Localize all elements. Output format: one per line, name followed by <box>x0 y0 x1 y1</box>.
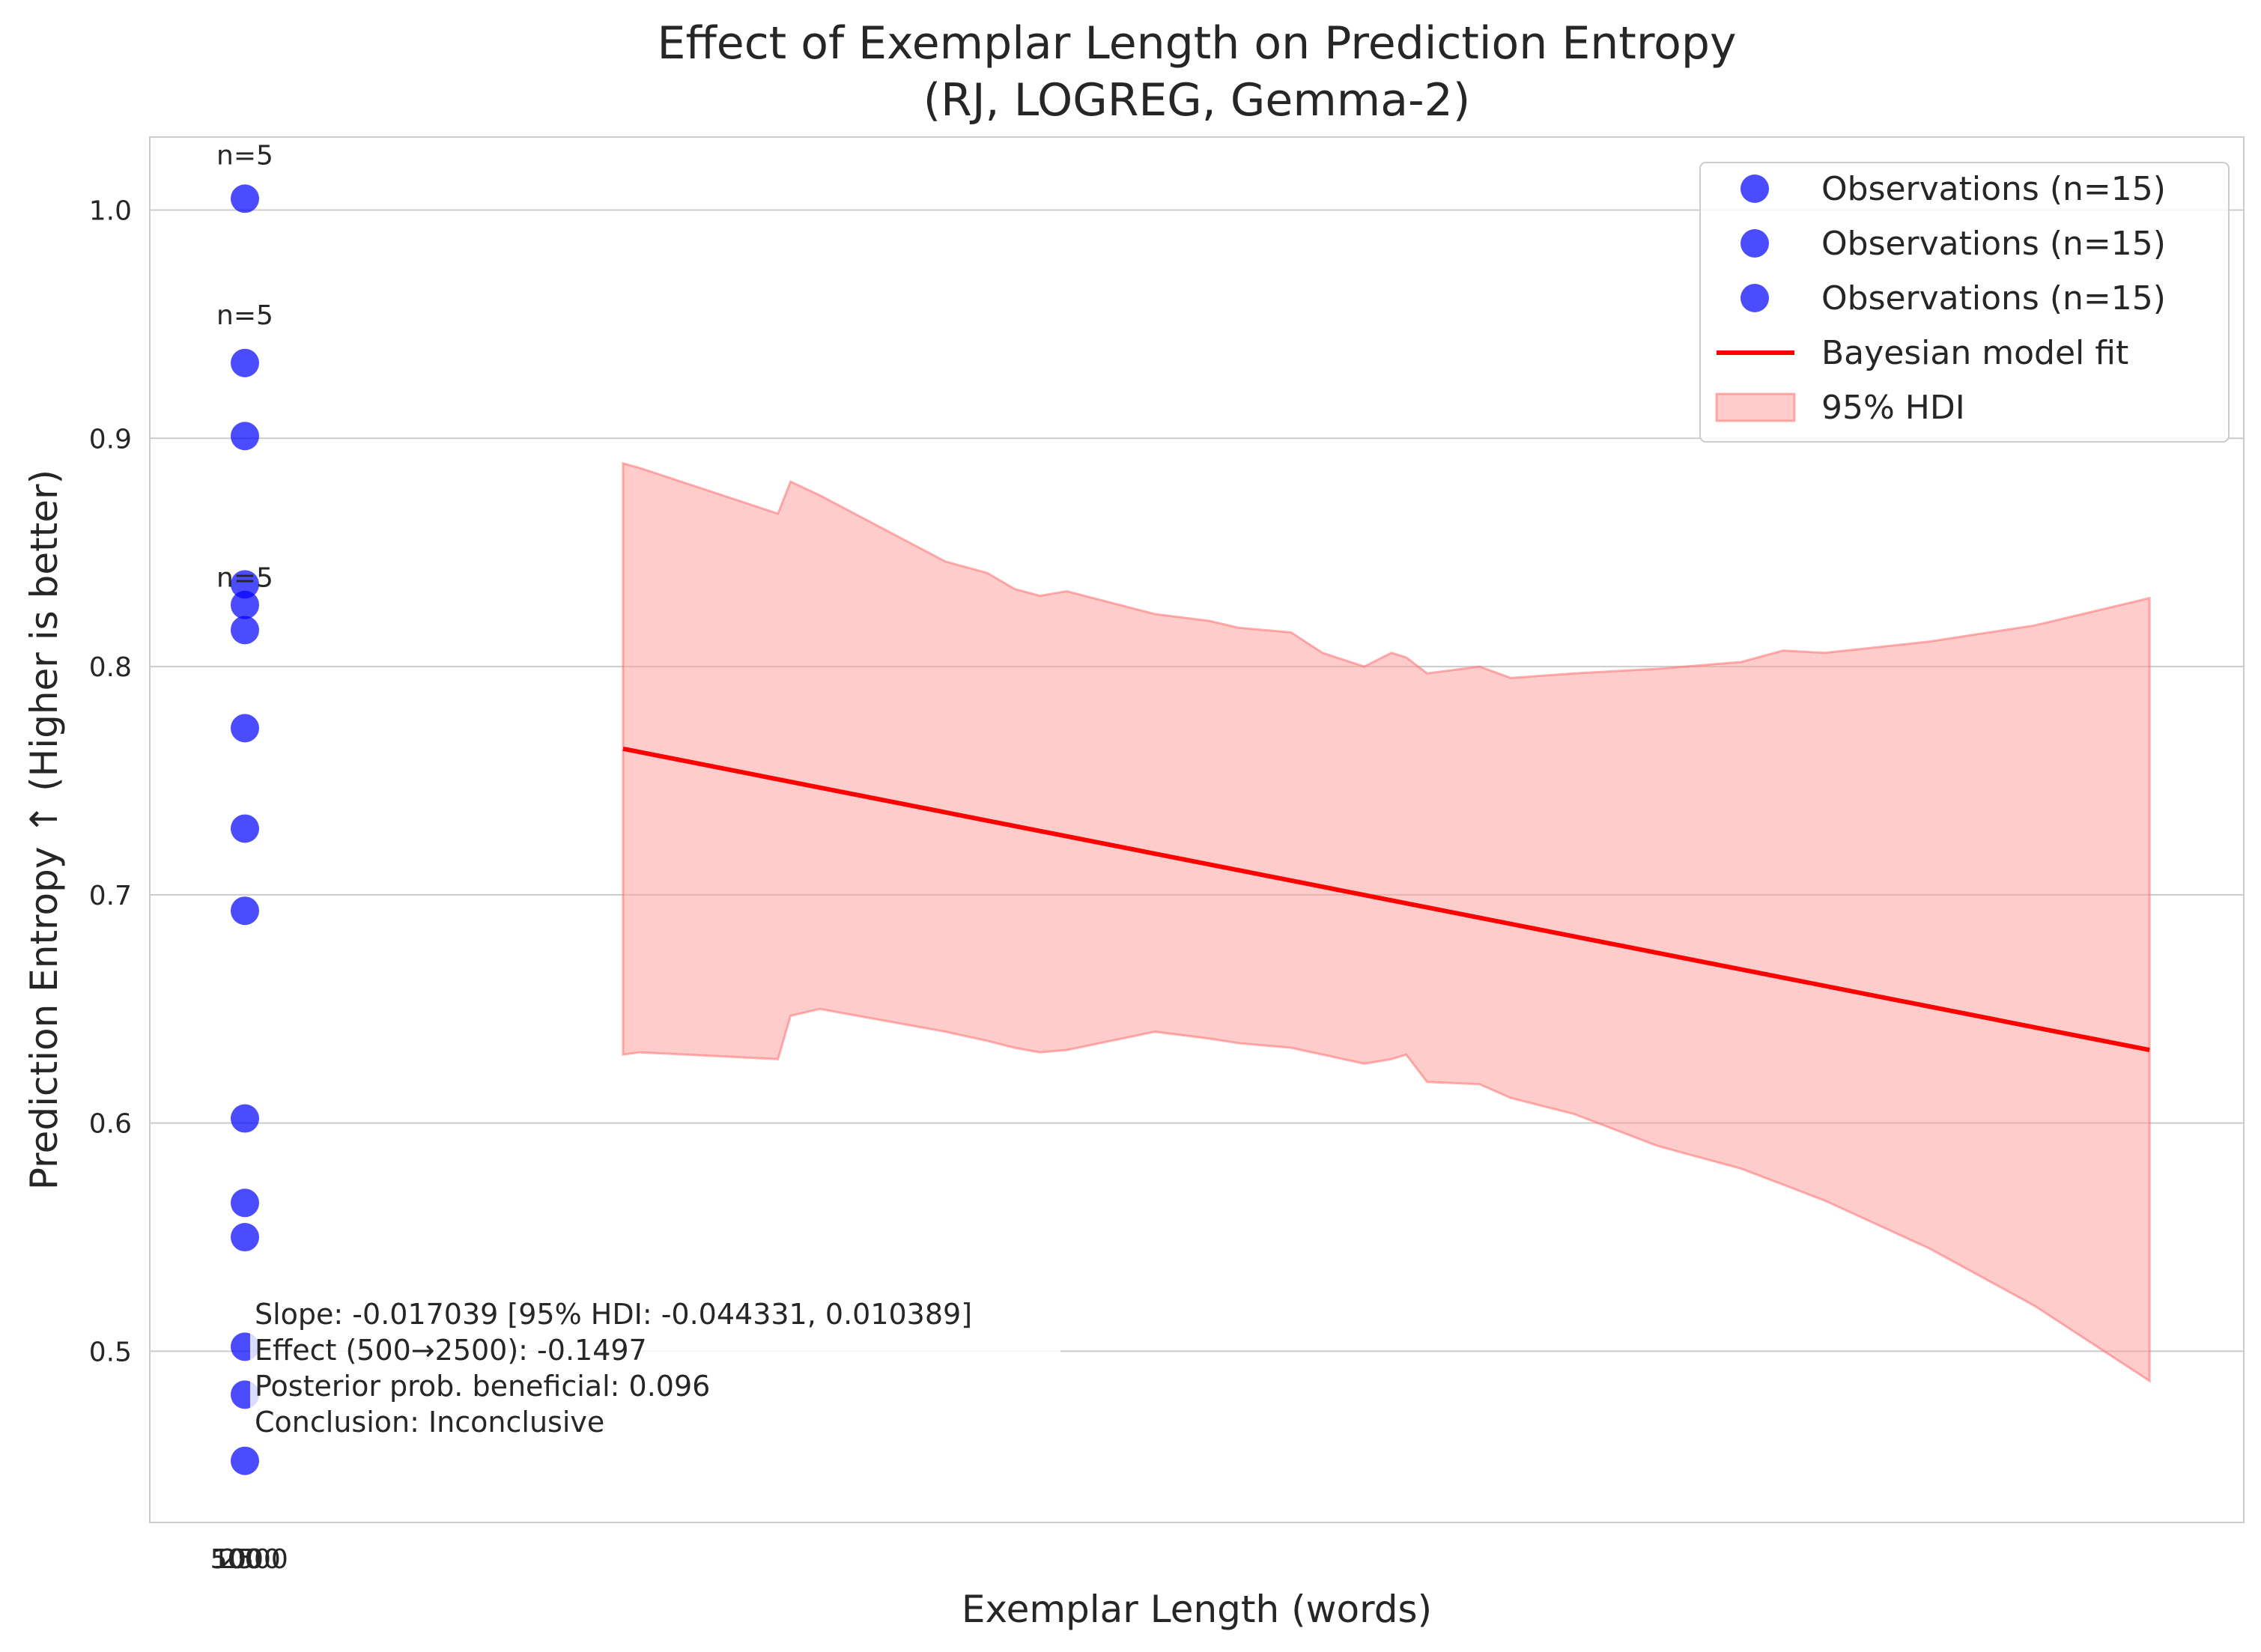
y-tick-label: 1.0 <box>89 196 132 227</box>
data-point <box>231 1104 259 1133</box>
annotation-line: Conclusion: Inconclusive <box>255 1406 604 1439</box>
y-tick-label: 0.8 <box>89 652 132 683</box>
legend-point-marker <box>1740 229 1769 258</box>
hdi-band <box>622 461 2151 1383</box>
legend-label: 95% HDI <box>1821 389 1965 427</box>
x-tick-label: 1000 <box>212 1544 281 1575</box>
data-point <box>231 814 259 843</box>
data-point <box>231 184 259 213</box>
x-tick-label: 2500 <box>219 1544 288 1575</box>
annotation-line: Effect (500→2500): -0.1497 <box>255 1334 647 1367</box>
legend-point-marker <box>1740 284 1769 312</box>
annotation-line: Slope: -0.017039 [95% HDI: -0.044331, 0.… <box>255 1298 972 1331</box>
data-point <box>231 1188 259 1218</box>
x-axis-label: Exemplar Length (words) <box>962 1588 1432 1631</box>
legend-label: Observations (n=15) <box>1821 225 2166 263</box>
chart-title: Effect of Exemplar Length on Prediction … <box>658 17 1737 70</box>
y-tick-label: 0.5 <box>89 1337 132 1367</box>
y-tick-label: 0.6 <box>89 1109 132 1140</box>
data-point <box>231 348 259 377</box>
points-group <box>231 184 259 1475</box>
group-count-label: n=5 <box>216 300 273 331</box>
data-point <box>231 1446 259 1475</box>
data-point <box>231 616 259 645</box>
data-point <box>231 570 259 599</box>
annotation-line: Posterior prob. beneficial: 0.096 <box>255 1370 710 1403</box>
legend-label: Observations (n=15) <box>1821 170 2166 208</box>
legend-band-marker <box>1715 392 1796 422</box>
legend-frame <box>1699 162 2230 443</box>
group-labels: n=5 n=5 n=5 <box>216 141 273 594</box>
y-tick-label: 0.9 <box>89 424 132 455</box>
y-axis-label: Prediction Entropy ↑ (Higher is better) <box>22 470 66 1190</box>
x-tick-label: 500 <box>210 1544 262 1575</box>
y-ticks: 0.5 0.6 0.7 0.8 0.9 1.0 <box>89 196 132 1368</box>
data-point <box>231 896 259 926</box>
y-tick-label: 0.7 <box>89 881 132 911</box>
hdi-band-group <box>622 461 2151 1383</box>
data-point <box>231 422 259 451</box>
legend-label: Bayesian model fit <box>1821 334 2128 372</box>
data-point <box>231 590 259 619</box>
stats-annotation: Slope: -0.017039 [95% HDI: -0.044331, 0.… <box>250 1296 1060 1444</box>
group-count-label: n=5 <box>216 562 273 593</box>
group-count-label: n=5 <box>216 141 273 171</box>
legend-point-marker <box>1740 174 1769 203</box>
fit-line <box>622 746 2150 1053</box>
data-point <box>231 1223 259 1252</box>
chart-subtitle: (RJ, LOGREG, Gemma-2) <box>923 74 1471 127</box>
fit-line-group <box>622 746 2150 1053</box>
annotation-box <box>250 1296 1060 1444</box>
data-point <box>231 714 259 743</box>
legend: Observations (n=15) Observations (n=15) Ob… <box>1699 162 2230 443</box>
legend-label: Observations (n=15) <box>1821 279 2166 318</box>
